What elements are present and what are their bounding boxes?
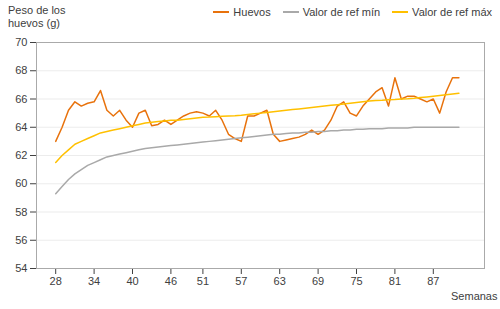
svg-text:46: 46 — [165, 275, 177, 287]
svg-text:60: 60 — [15, 177, 27, 189]
svg-text:66: 66 — [15, 93, 27, 105]
svg-text:62: 62 — [15, 149, 27, 161]
svg-text:69: 69 — [312, 275, 324, 287]
svg-text:57: 57 — [235, 275, 247, 287]
svg-text:63: 63 — [274, 275, 286, 287]
html-text:Huevos: Huevos — [233, 6, 271, 18]
svg-text:28: 28 — [50, 275, 62, 287]
svg-text:51: 51 — [197, 275, 209, 287]
svg-text:64: 64 — [15, 121, 27, 133]
html-text:Valor de ref máx: Valor de ref máx — [412, 6, 492, 18]
svg-text:70: 70 — [15, 36, 27, 48]
svg-text:87: 87 — [427, 275, 439, 287]
svg-text:40: 40 — [126, 275, 138, 287]
svg-text:75: 75 — [350, 275, 362, 287]
html-text:Valor de ref mín: Valor de ref mín — [302, 6, 381, 18]
svg-text:54: 54 — [15, 262, 27, 274]
svg-text:81: 81 — [389, 275, 401, 287]
html-text:Peso de los huevos (g): Peso de los huevos (g) — [8, 4, 66, 29]
svg-text:58: 58 — [15, 206, 27, 218]
svg-text:Semanas: Semanas — [451, 290, 498, 302]
svg-text:34: 34 — [88, 275, 100, 287]
svg-text:56: 56 — [15, 234, 27, 246]
svg-text:68: 68 — [15, 64, 27, 76]
